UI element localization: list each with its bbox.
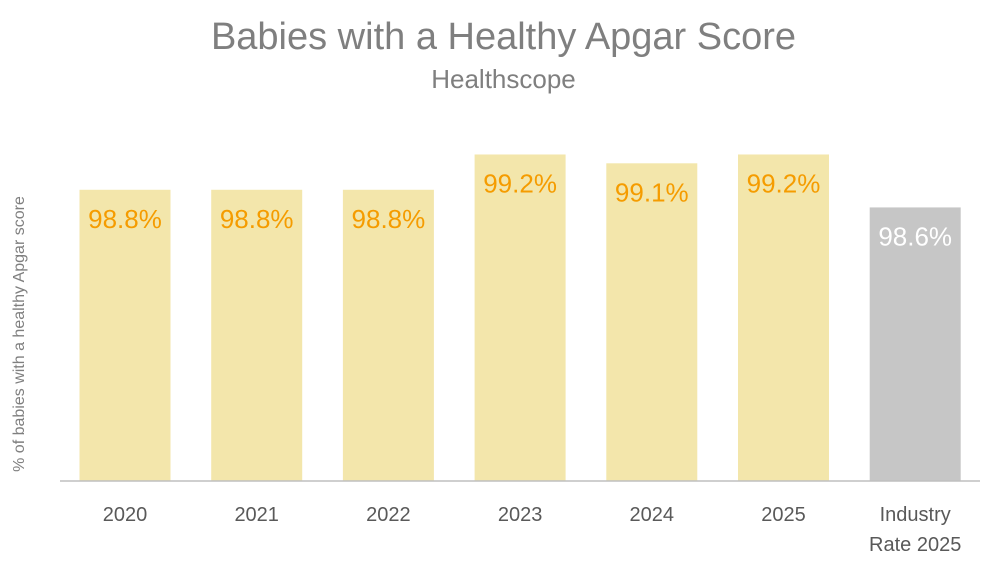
bar-1 bbox=[211, 189, 303, 481]
chart-subtitle: Healthscope bbox=[431, 64, 576, 94]
bar-value-label-3: 99.2% bbox=[483, 168, 557, 198]
bar-value-label-0: 98.8% bbox=[88, 204, 162, 234]
x-tick-label-6: Industry Rate 2025 bbox=[869, 504, 961, 556]
x-tick-label-2: 2022 bbox=[366, 504, 411, 526]
chart-title: Babies with a Healthy Apgar Score bbox=[210, 16, 797, 58]
x-tick-label-5: 2025 bbox=[761, 504, 806, 526]
bar-2 bbox=[342, 189, 434, 481]
bar-6 bbox=[869, 207, 961, 482]
bar-5 bbox=[738, 154, 829, 481]
bar-value-label-5: 99.2% bbox=[747, 168, 821, 198]
bar-value-label-2: 98.8% bbox=[352, 204, 426, 234]
x-tick-label-3: 2023 bbox=[498, 504, 543, 526]
x-tick-label-1: 2021 bbox=[234, 504, 279, 526]
x-tick-label-0: 2020 bbox=[103, 504, 148, 526]
bar-value-label-6: 98.6% bbox=[878, 221, 952, 251]
bar-4 bbox=[606, 163, 698, 482]
bar-3 bbox=[474, 154, 566, 481]
bar-0 bbox=[79, 189, 171, 481]
x-tick-label-4: 2024 bbox=[630, 504, 675, 526]
bar-value-label-4: 99.1% bbox=[615, 177, 689, 207]
bar-value-label-1: 98.8% bbox=[220, 204, 294, 234]
